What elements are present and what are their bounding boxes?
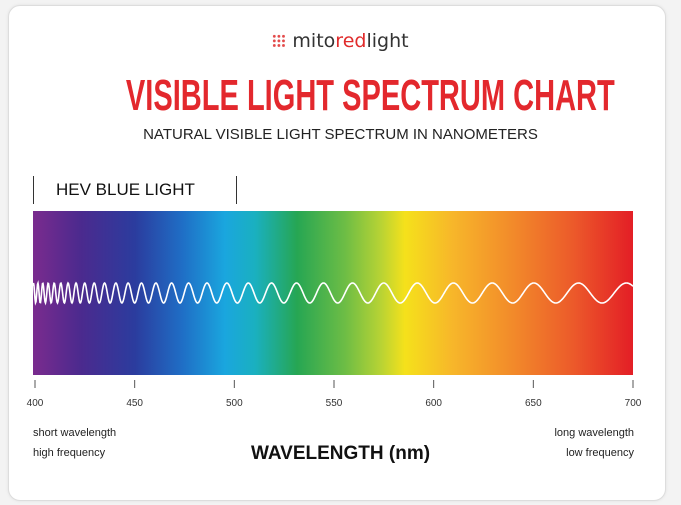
spectrum-gradient — [33, 211, 633, 375]
tick-label: 550 — [326, 398, 343, 409]
logo-text-2: red — [335, 30, 367, 52]
long-wavelength-note: long wavelength — [554, 427, 634, 439]
tick-label: 400 — [27, 398, 44, 409]
logo-text-3: light — [366, 30, 409, 52]
logo-dots-icon — [272, 34, 287, 48]
hev-bracket: HEV BLUE LIGHT — [33, 176, 237, 204]
tick-label: 600 — [425, 398, 442, 409]
page-subtitle: NATURAL VISIBLE LIGHT SPECTRUM IN NANOME… — [143, 126, 538, 143]
high-frequency-note: high frequency — [33, 447, 106, 459]
low-frequency-note: low frequency — [566, 447, 634, 459]
brand-logo: mitoredlight — [0, 30, 681, 52]
tick-label: 700 — [625, 398, 642, 409]
logo-text-1: mito — [292, 30, 336, 52]
wave-graphic — [33, 280, 633, 306]
page-title-wrap: VISIBLE LIGHT SPECTRUM CHART — [0, 72, 681, 122]
page-title: VISIBLE LIGHT SPECTRUM CHART — [125, 71, 615, 120]
wavelength-axis: 400 450 500 550 600 650 700 — [27, 380, 642, 409]
short-wavelength-note: short wavelength — [33, 427, 117, 439]
hev-label: HEV BLUE LIGHT — [56, 180, 195, 199]
axis-label: WAVELENGTH (nm) — [250, 443, 431, 464]
tick-label: 650 — [525, 398, 542, 409]
tick-label: 500 — [226, 398, 243, 409]
tick-label: 450 — [126, 398, 143, 409]
wave-line — [33, 280, 633, 306]
